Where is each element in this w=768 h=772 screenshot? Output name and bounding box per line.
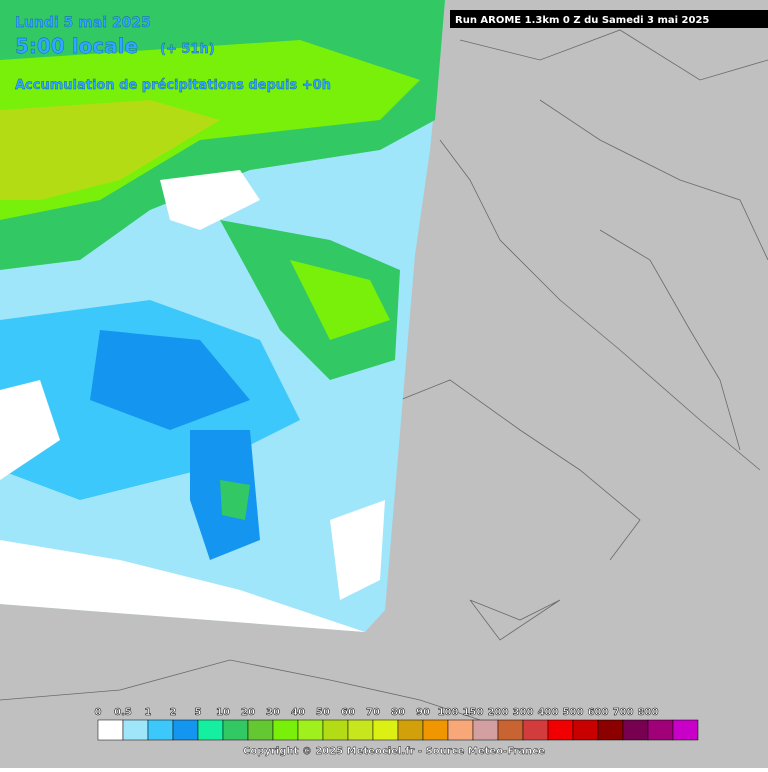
run-label: Run AROME 1.3km 0 Z du Samedi 3 mai 2025	[455, 15, 709, 26]
legend-swatch	[147, 719, 174, 741]
legend-label: 60	[341, 707, 355, 718]
legend-label: 500	[563, 707, 584, 718]
legend-label: 40	[291, 707, 305, 718]
legend-swatch	[372, 719, 399, 741]
legend-label: 200	[488, 707, 509, 718]
legend-swatch	[347, 719, 374, 741]
legend-swatch	[322, 719, 349, 741]
legend-label: 100	[438, 707, 459, 718]
legend-label: 30	[266, 707, 280, 718]
legend-label: 80	[391, 707, 405, 718]
legend-swatch	[297, 719, 324, 741]
legend-swatch	[272, 719, 299, 741]
legend-swatch	[572, 719, 599, 741]
legend-label: 800	[638, 707, 659, 718]
legend-swatch	[672, 719, 699, 741]
legend-swatch	[647, 719, 674, 741]
legend-label: 0	[95, 707, 102, 718]
legend-label: 600	[588, 707, 609, 718]
legend-label: 300	[513, 707, 534, 718]
time: 5:00 locale	[15, 34, 138, 58]
borders	[0, 29, 768, 721]
legend-swatch	[472, 719, 499, 741]
legend-swatch	[97, 719, 124, 741]
legend-label: 150	[463, 707, 484, 718]
legend-swatch	[122, 719, 149, 741]
legend-label: 50	[316, 707, 330, 718]
legend-swatch	[422, 719, 449, 741]
legend-swatch	[197, 719, 224, 741]
legend-label: 70	[366, 707, 380, 718]
legend-label: 700	[613, 707, 634, 718]
legend-label: 2	[170, 707, 177, 718]
date: Lundi 5 mai 2025	[15, 15, 151, 31]
legend-swatch	[172, 719, 199, 741]
legend-label: 1	[145, 707, 152, 718]
lead-time: (+ 51h)	[160, 42, 215, 57]
legend-label: 20	[241, 707, 255, 718]
legend-swatch	[397, 719, 424, 741]
legend-label: 90	[416, 707, 430, 718]
legend-swatch	[447, 719, 474, 741]
precipitation-field	[0, 0, 445, 632]
legend-swatch	[497, 719, 524, 741]
legend-label: 10	[216, 707, 230, 718]
legend-label: 5	[195, 707, 202, 718]
legend-label: 400	[538, 707, 559, 718]
legend: 0 0.5 1 2 5 10 20 30 40 50 60 70 80 90 100 150 200 300 400…	[94, 707, 699, 741]
legend-swatch	[522, 719, 549, 741]
product: Accumulation de précipitations depuis +0…	[15, 78, 331, 93]
legend-swatch	[597, 719, 624, 741]
legend-label: 0.5	[114, 707, 132, 718]
copyright: Copyright © 2025 Meteociel.fr - Source M…	[243, 746, 545, 757]
legend-swatch	[547, 719, 574, 741]
legend-swatch	[222, 719, 249, 741]
run-bar	[450, 10, 768, 28]
legend-swatch	[622, 719, 649, 741]
legend-swatch	[247, 719, 274, 741]
